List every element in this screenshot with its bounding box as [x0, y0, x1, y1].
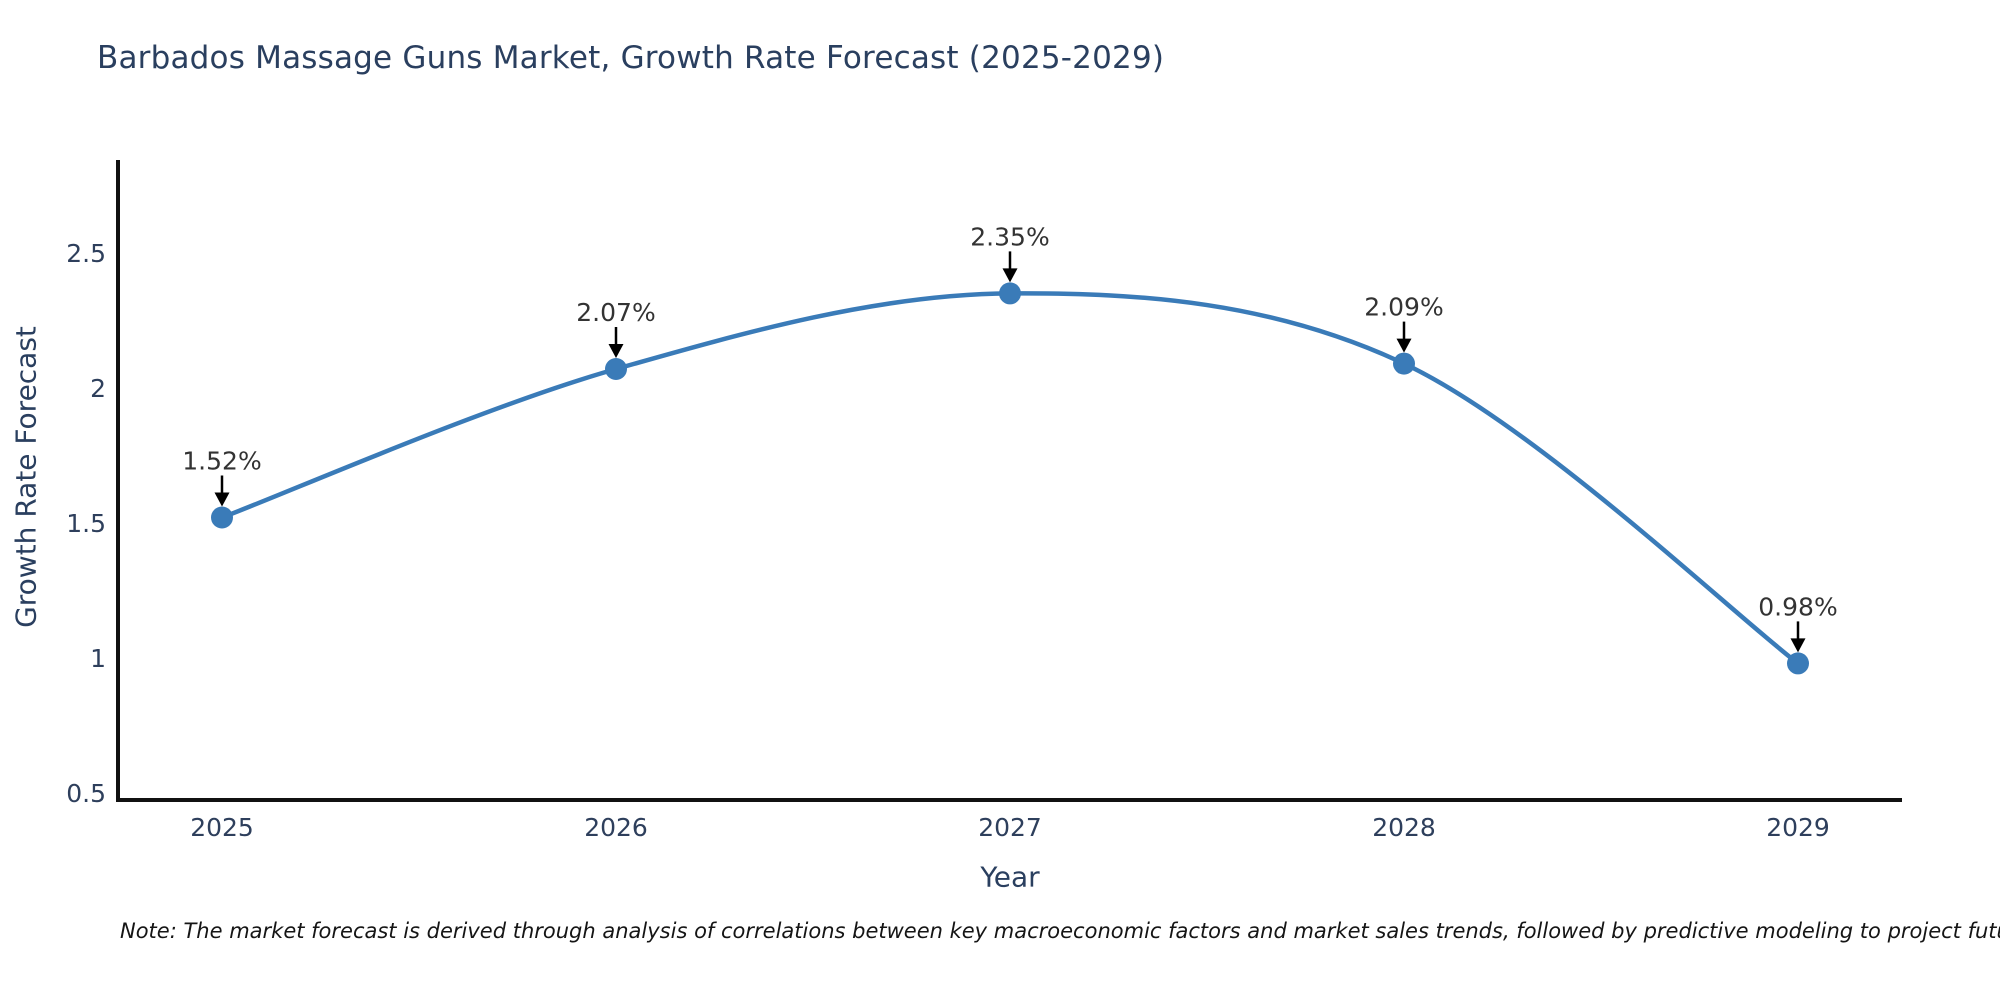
- annotation-arrowhead-icon: [1396, 338, 1412, 353]
- point-value-label: 2.09%: [1364, 293, 1443, 322]
- x-axis-title: Year: [980, 860, 1040, 894]
- data-point-marker: [1393, 352, 1415, 375]
- y-tick-label: 0.5: [66, 779, 106, 808]
- y-tick-label: 1.5: [66, 509, 106, 538]
- axes-spines: [116, 160, 1902, 802]
- annotation-arrowhead-icon: [1002, 268, 1018, 283]
- annotation-arrowhead-icon: [214, 492, 230, 507]
- footnote: Note: The market forecast is derived thr…: [120, 919, 2000, 943]
- point-value-label: 2.35%: [970, 222, 1049, 251]
- x-tick-label: 2027: [978, 813, 1042, 842]
- x-tick-label: 2025: [190, 813, 254, 842]
- y-tick-label: 2: [90, 374, 106, 403]
- x-tick-label: 2028: [1372, 813, 1436, 842]
- forecast-line: [219, 291, 1801, 666]
- point-value-label: 1.52%: [182, 447, 261, 476]
- y-tick-label: 2.5: [66, 239, 106, 268]
- chart-title: Barbados Massage Guns Market, Growth Rat…: [97, 40, 1165, 76]
- annotation-arrowhead-icon: [608, 344, 624, 358]
- x-tick-label: 2029: [1766, 813, 1830, 842]
- data-point-marker: [1787, 652, 1809, 675]
- data-point-marker: [211, 506, 233, 529]
- y-tick-label: 1: [90, 644, 106, 673]
- data-point-marker: [999, 282, 1021, 305]
- point-value-label: 0.98%: [1758, 592, 1837, 621]
- point-value-label: 2.07%: [576, 298, 655, 327]
- y-axis-title: Growth Rate Forecast: [9, 326, 43, 628]
- data-point-marker: [605, 358, 627, 380]
- x-tick-label: 2026: [584, 813, 648, 842]
- annotation-arrowhead-icon: [1790, 638, 1806, 653]
